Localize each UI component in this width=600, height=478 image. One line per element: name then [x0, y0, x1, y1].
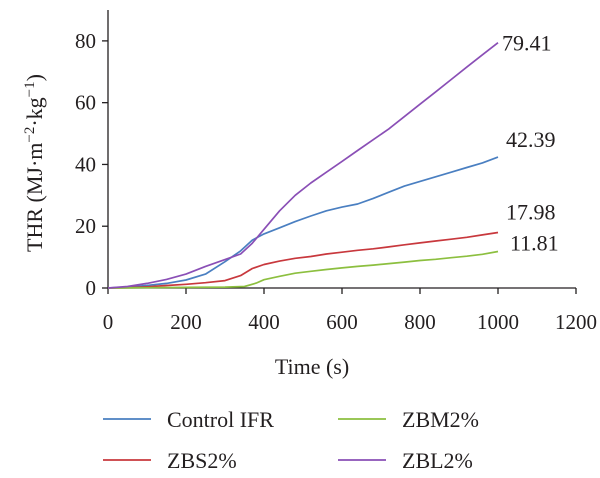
- y-tick-label: 20: [75, 214, 96, 238]
- x-tick-label: 800: [404, 310, 436, 334]
- end-label-zbm2: 11.81: [510, 231, 559, 256]
- y-title-mid: ·kg: [22, 97, 47, 126]
- series-line-zbs2: [107, 231, 499, 289]
- legend-label-control-ifr: Control IFR: [167, 407, 274, 432]
- y-tick-label: 0: [86, 276, 97, 300]
- series-layer: [107, 42, 499, 289]
- y-tick-label: 80: [75, 29, 96, 53]
- end-label-control-ifr: 42.39: [506, 127, 556, 152]
- series-line-zbm2: [107, 250, 499, 289]
- legend-label-zbs2: ZBS2%: [167, 448, 237, 473]
- legend-label-zbl2: ZBL2%: [402, 448, 473, 473]
- series-line-control-ifr: [107, 156, 499, 289]
- series-line-zbl2: [107, 42, 499, 289]
- y-title-end: ): [22, 74, 47, 81]
- y-title-exp2: −1: [22, 81, 38, 97]
- legend-label-zbm2: ZBM2%: [402, 407, 479, 432]
- y-axis-title: THR (MJ·m−2·kg−1): [22, 74, 47, 252]
- y-tick-label: 60: [75, 91, 96, 115]
- x-tick-label: 600: [326, 310, 358, 334]
- x-tick-label: 400: [248, 310, 280, 334]
- x-tick-label: 1200: [555, 310, 597, 334]
- end-labels: 42.39 17.98 11.81 79.41: [502, 31, 559, 256]
- x-tick-label: 0: [103, 310, 114, 334]
- y-tick-label: 40: [75, 152, 96, 176]
- legend: Control IFR ZBM2% ZBS2% ZBL2%: [103, 407, 479, 473]
- x-axis-title: Time (s): [275, 354, 349, 379]
- y-title-exp1: −2: [22, 127, 38, 143]
- end-label-zbl2: 79.41: [502, 31, 552, 56]
- y-title-base: THR (MJ·m: [22, 143, 47, 252]
- end-label-zbs2: 17.98: [506, 199, 556, 224]
- x-tick-label: 1000: [477, 310, 519, 334]
- x-tick-label: 200: [170, 310, 202, 334]
